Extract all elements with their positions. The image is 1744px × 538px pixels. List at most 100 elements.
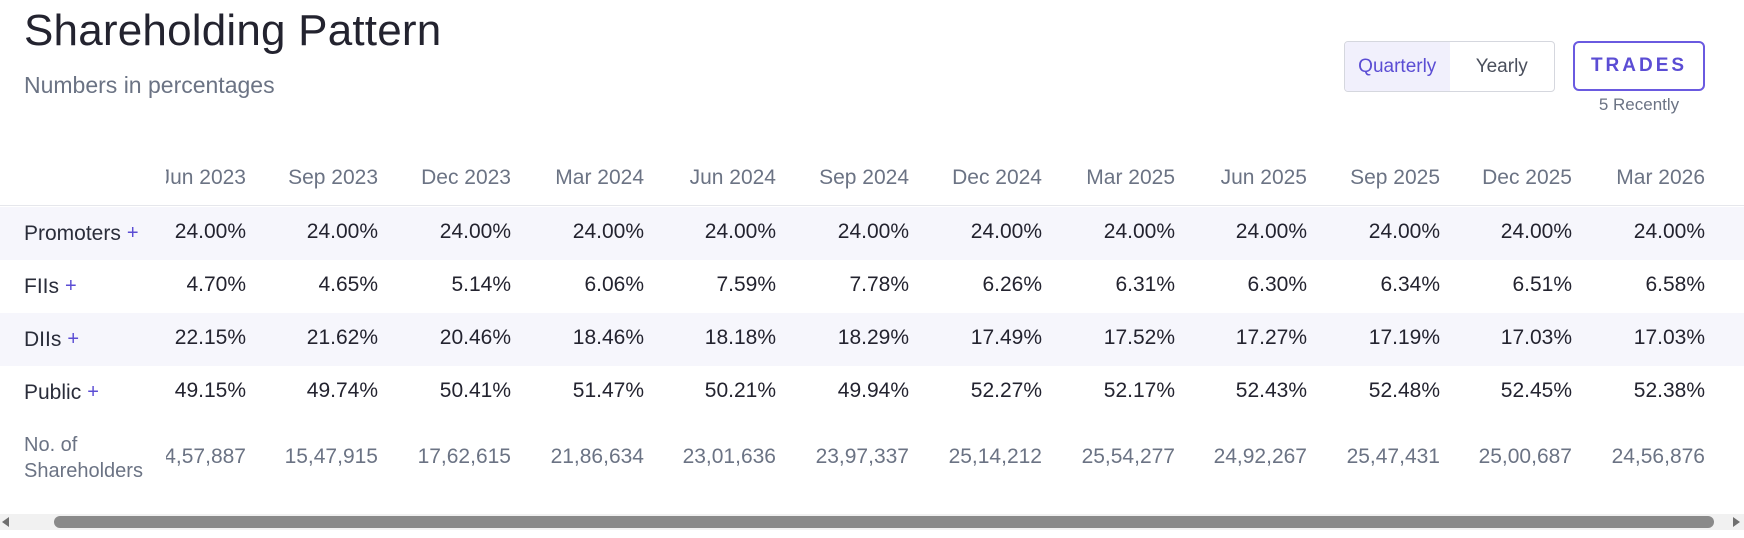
shareholders-cell: 17,62,615 xyxy=(417,445,511,468)
shareholders-label-line1: No. of xyxy=(24,434,78,456)
row-label-diis: DIIs + xyxy=(24,313,79,366)
column-header: Jun 2025 xyxy=(1220,166,1307,189)
table-cell: 24.00% xyxy=(1500,220,1572,243)
shareholders-cell: 15,47,915 xyxy=(284,445,378,468)
table-cell: 50.41% xyxy=(439,379,511,402)
expand-public-button[interactable]: + xyxy=(87,381,99,403)
row-label-text: Public xyxy=(24,380,82,404)
table-cell: 49.15% xyxy=(174,379,246,402)
scroll-thumb[interactable] xyxy=(54,516,1714,528)
yearly-option[interactable]: Yearly xyxy=(1475,55,1528,77)
table-header-row xyxy=(0,150,1744,206)
table-cell: 24.00% xyxy=(1368,220,1440,243)
table-cell: 52.43% xyxy=(1235,379,1307,402)
table-cell: 18.29% xyxy=(837,326,909,349)
expand-diis-button[interactable]: + xyxy=(67,328,80,350)
table-cell: 18.18% xyxy=(704,326,776,349)
column-header: Sep 2024 xyxy=(819,166,909,189)
column-header: Jun 2023 xyxy=(166,166,246,189)
table-cell: 22.15% xyxy=(174,326,246,349)
trades-recent-count: 5 Recently xyxy=(1598,95,1680,114)
row-label-text: DIIs xyxy=(24,327,62,351)
shareholders-cell: 25,54,277 xyxy=(1081,445,1175,468)
table-cell: 17.03% xyxy=(1500,326,1572,349)
table-cell: 49.74% xyxy=(306,379,378,402)
table-cell: 17.52% xyxy=(1103,326,1175,349)
table-cell: 51.47% xyxy=(572,379,644,402)
table-cell: 52.38% xyxy=(1633,379,1705,402)
table-cell: 17.19% xyxy=(1368,326,1440,349)
row-label-promoters: Promoters + xyxy=(24,207,139,260)
table-cell: 6.31% xyxy=(1115,273,1175,296)
page-subtitle: Numbers in percentages xyxy=(24,72,275,98)
scroll-right-arrow-icon[interactable] xyxy=(1733,517,1740,527)
page-title: Shareholding Pattern xyxy=(24,6,442,55)
column-header: Sep 2023 xyxy=(288,166,378,189)
column-header: Mar 2026 xyxy=(1616,166,1705,189)
expand-promoters-button[interactable]: + xyxy=(126,222,139,244)
row-label-shareholders: No. of Shareholders xyxy=(24,432,143,484)
period-toggle: Quarterly Yearly xyxy=(1344,41,1555,92)
column-header: Mar 2024 xyxy=(555,166,644,189)
expand-fiis-button[interactable]: + xyxy=(65,275,77,297)
column-header: Mar 2025 xyxy=(1086,166,1175,189)
table-cell: 4.70% xyxy=(186,273,246,296)
shareholders-cell: 25,47,431 xyxy=(1346,445,1440,468)
shareholders-cell: 23,01,636 xyxy=(682,445,776,468)
table-cell: 24.00% xyxy=(572,220,644,243)
shareholders-cell: 21,86,634 xyxy=(550,445,644,468)
row-label-public: Public + xyxy=(24,366,99,419)
quarterly-option[interactable]: Quarterly xyxy=(1345,42,1450,91)
column-header: Dec 2025 xyxy=(1482,166,1572,189)
table-cell: 6.30% xyxy=(1247,273,1307,296)
column-header: Jun 2024 xyxy=(689,166,776,189)
shareholders-cell: 24,92,267 xyxy=(1213,445,1307,468)
shareholders-cell: 14,57,887 xyxy=(166,445,246,468)
table-row-promoters xyxy=(0,207,1744,260)
table-cell: 6.34% xyxy=(1380,273,1440,296)
shareholders-cell: 24,56,876 xyxy=(1611,445,1705,468)
shareholders-cell: 25,00,687 xyxy=(1478,445,1572,468)
table-cell: 49.94% xyxy=(837,379,909,402)
table-cell: 24.00% xyxy=(1103,220,1175,243)
column-header: Dec 2023 xyxy=(421,166,511,189)
table-cell: 6.51% xyxy=(1512,273,1572,296)
table-cell: 7.59% xyxy=(716,273,776,296)
table-cell: 6.26% xyxy=(982,273,1042,296)
table-cell: 24.00% xyxy=(704,220,776,243)
trades-button[interactable]: TRADES xyxy=(1573,41,1705,91)
column-header: Dec 2024 xyxy=(952,166,1042,189)
table-cell: 24.00% xyxy=(174,220,246,243)
table-cell: 17.03% xyxy=(1633,326,1705,349)
table-cell: 52.48% xyxy=(1368,379,1440,402)
table-cell: 52.27% xyxy=(970,379,1042,402)
table-cell: 20.46% xyxy=(439,326,511,349)
table-cell: 17.27% xyxy=(1235,326,1307,349)
table-scroll-area: Jun 2023 Sep 2023 Dec 2023 Mar 2024 Jun 2024… xyxy=(166,0,1744,538)
table-cell: 24.00% xyxy=(439,220,511,243)
table-cell: 18.46% xyxy=(572,326,644,349)
table-cell: 24.00% xyxy=(306,220,378,243)
table-cell: 6.06% xyxy=(584,273,644,296)
row-label-text: Promoters xyxy=(24,221,121,245)
table-cell: 52.17% xyxy=(1103,379,1175,402)
table-cell: 24.00% xyxy=(837,220,909,243)
table-cell: 24.00% xyxy=(970,220,1042,243)
table-cell: 17.49% xyxy=(970,326,1042,349)
table-cell: 5.14% xyxy=(451,273,511,296)
table-cell: 21.62% xyxy=(306,326,378,349)
shareholders-cell: 25,14,212 xyxy=(948,445,1042,468)
horizontal-scrollbar[interactable] xyxy=(0,514,1744,530)
row-label-text: FIIs xyxy=(24,274,59,298)
table-cell: 4.65% xyxy=(318,273,378,296)
shareholders-cell: 23,97,337 xyxy=(815,445,909,468)
table-cell: 7.78% xyxy=(849,273,909,296)
table-cell: 50.21% xyxy=(704,379,776,402)
table-row-diis xyxy=(0,313,1744,366)
shareholders-label-line2: Shareholders xyxy=(24,460,143,482)
scroll-left-arrow-icon[interactable] xyxy=(2,517,9,527)
table-cell: 24.00% xyxy=(1633,220,1705,243)
column-header: Sep 2025 xyxy=(1350,166,1440,189)
table-cell: 6.58% xyxy=(1645,273,1705,296)
table-cell: 52.45% xyxy=(1500,379,1572,402)
